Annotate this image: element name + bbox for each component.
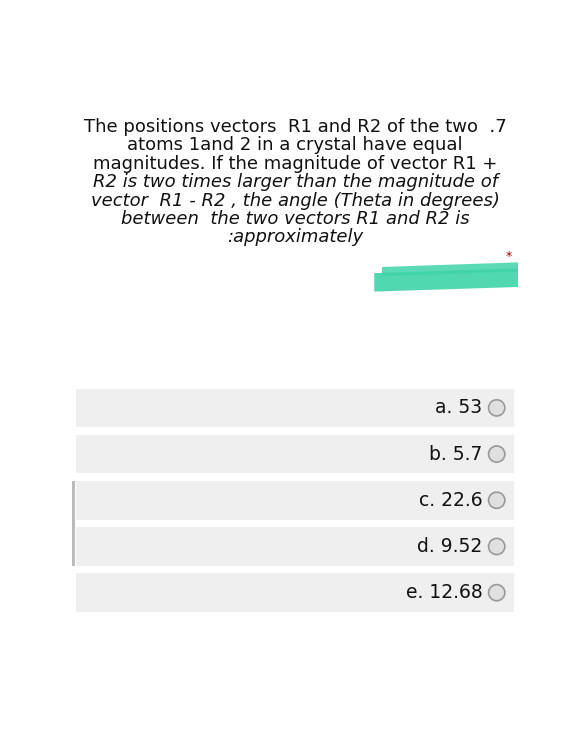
Circle shape	[488, 446, 505, 462]
Bar	[76, 389, 514, 427]
Bar	[72, 481, 75, 566]
Text: d. 9.52: d. 9.52	[417, 537, 482, 556]
Text: magnitudes. If the magnitude of vector R1 +: magnitudes. If the magnitude of vector R…	[93, 155, 498, 172]
Polygon shape	[374, 269, 518, 291]
Text: b. 5.7: b. 5.7	[429, 445, 482, 464]
Circle shape	[488, 492, 505, 509]
Circle shape	[488, 584, 505, 601]
Text: a. 53: a. 53	[435, 398, 482, 417]
Bar	[76, 527, 514, 566]
Text: atoms 1and 2 in a crystal have equal: atoms 1and 2 in a crystal have equal	[127, 136, 463, 154]
Text: vector  R1 - R2 , the angle (Theta in degrees): vector R1 - R2 , the angle (Theta in deg…	[91, 191, 499, 210]
Circle shape	[488, 539, 505, 554]
Text: The positions vectors  R1 and R2 of the two  .7: The positions vectors R1 and R2 of the t…	[84, 118, 506, 135]
Text: between  the two vectors R1 and R2 is: between the two vectors R1 and R2 is	[121, 210, 469, 228]
Bar	[76, 481, 514, 520]
Text: e. 12.68: e. 12.68	[406, 583, 482, 602]
Circle shape	[488, 400, 505, 416]
Text: c. 22.6: c. 22.6	[419, 491, 482, 510]
Text: *: *	[505, 250, 511, 263]
Bar	[76, 435, 514, 473]
Text: R2 is two times larger than the magnitude of: R2 is two times larger than the magnitud…	[93, 173, 498, 191]
Bar	[76, 573, 514, 612]
Text: :approximately: :approximately	[227, 228, 363, 247]
Polygon shape	[382, 262, 518, 276]
